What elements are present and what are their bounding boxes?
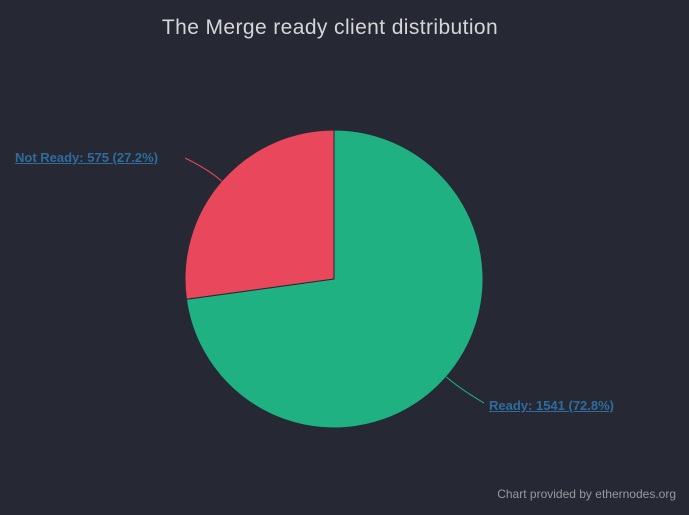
slice-label-ready[interactable]: Ready: 1541 (72.8%): [489, 398, 615, 413]
label-connectors: [184, 157, 485, 404]
chart-title: The Merge ready client distribution: [161, 16, 499, 39]
slice-label-not-ready[interactable]: Not Ready: 575 (27.2%): [15, 150, 159, 165]
pie-slice-not-ready[interactable]: [184, 129, 335, 300]
label-connector-not-ready: [184, 157, 223, 182]
label-connector-ready: [445, 376, 485, 404]
credits-link[interactable]: Chart provided by ethernodes.org: [497, 487, 676, 501]
pie-slices: [184, 129, 484, 429]
